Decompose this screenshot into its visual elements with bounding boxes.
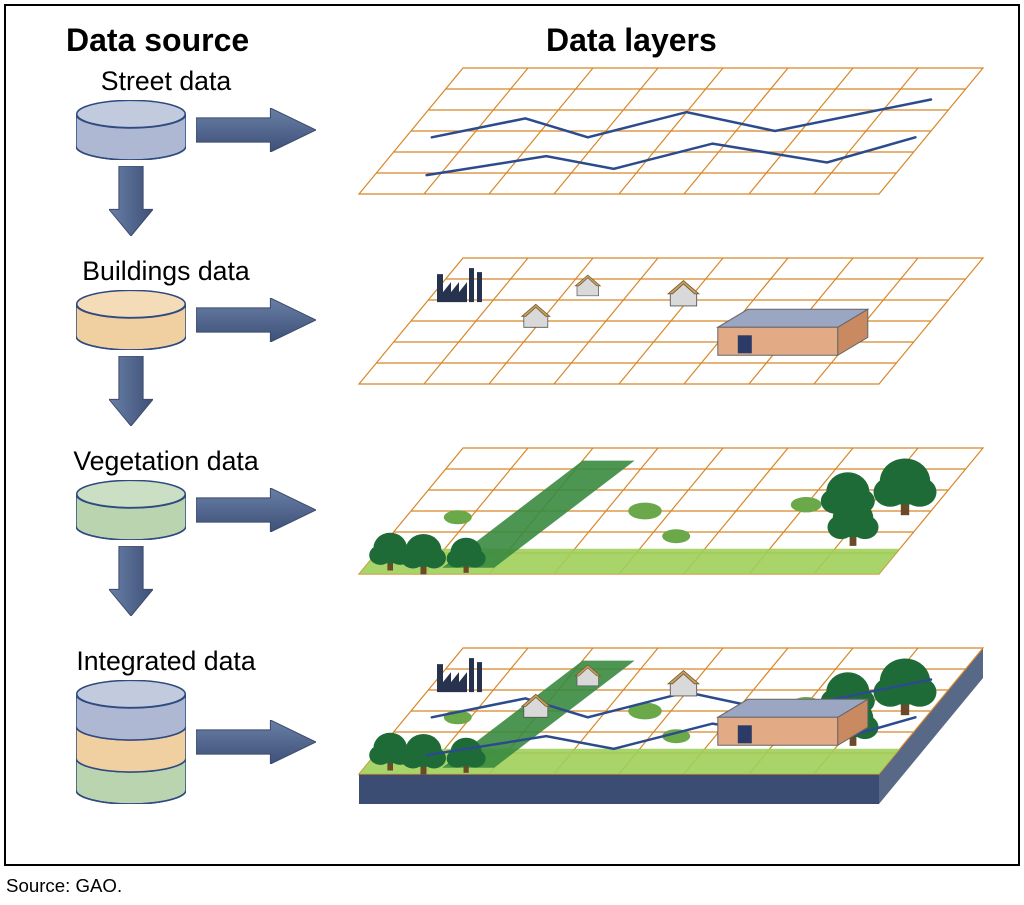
arrow-right-vegetation: [196, 488, 316, 532]
layer-panel-integrated: [346, 636, 996, 826]
source-note: Source: GAO.: [6, 875, 122, 897]
database-cylinder-vegetation: [76, 480, 186, 540]
layer-panel-street: [346, 56, 996, 206]
arrow-right-street: [196, 108, 316, 152]
label-street-data: Street data: [66, 66, 266, 97]
layer-panel-vegetation: [346, 436, 996, 586]
header-data-layers: Data layers: [546, 22, 717, 59]
label-buildings-data: Buildings data: [66, 256, 266, 287]
arrow-right-buildings: [196, 298, 316, 342]
database-cylinder-integrated: [76, 680, 186, 804]
arrow-down-buildings: [109, 356, 153, 426]
arrow-down-street: [109, 166, 153, 236]
database-cylinder-street: [76, 100, 186, 160]
arrow-down-vegetation: [109, 546, 153, 616]
layer-panel-buildings: [346, 246, 996, 396]
database-cylinder-buildings: [76, 290, 186, 350]
diagram-frame: Data source Data layers Street data Buil…: [4, 4, 1020, 866]
label-vegetation-data: Vegetation data: [66, 446, 266, 477]
label-integrated-data: Integrated data: [66, 646, 266, 677]
arrow-right-integrated: [196, 720, 316, 764]
header-data-source: Data source: [66, 22, 249, 59]
